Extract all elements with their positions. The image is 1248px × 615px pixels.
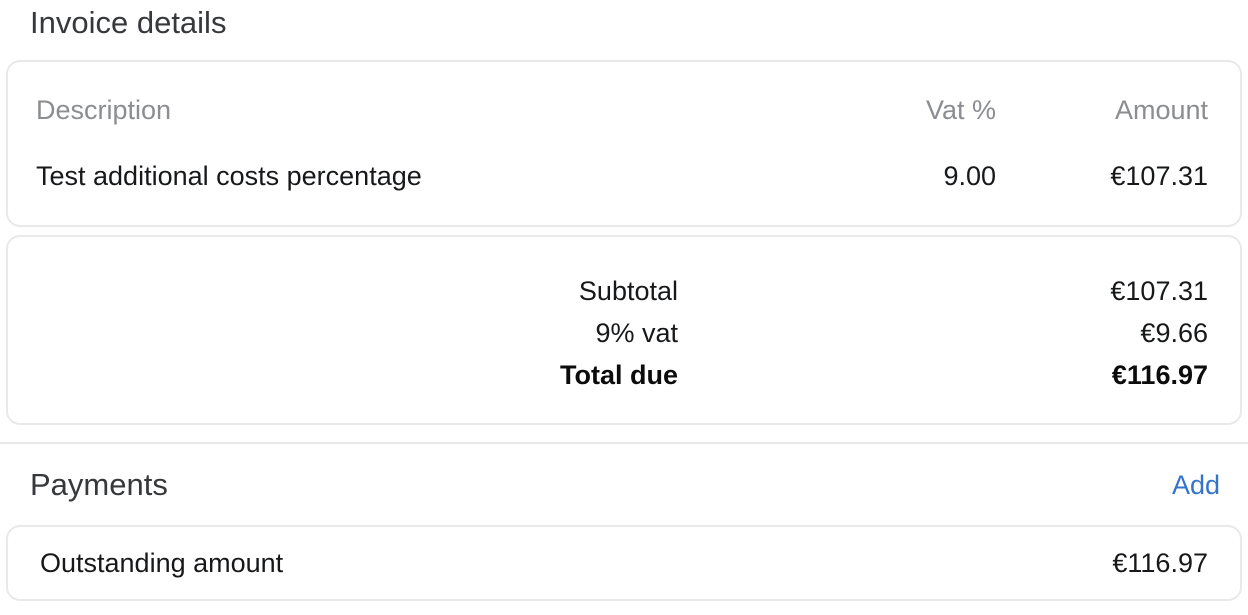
column-header-amount: Amount: [1114, 95, 1208, 125]
line-item-vat: 9.00: [943, 161, 996, 191]
vat-label: 9% vat: [595, 318, 678, 348]
outstanding-amount-label: Outstanding amount: [40, 548, 284, 578]
line-item-row: Test additional costs percentage 9.00 €1…: [36, 162, 1208, 190]
payments-header: Payments Add: [0, 452, 1248, 503]
total-due-label: Total due: [560, 360, 678, 390]
payments-title: Payments: [30, 467, 168, 502]
subtotal-label: Subtotal: [578, 276, 678, 306]
line-items-header-row: Description Vat % Amount: [36, 96, 1208, 124]
line-item-amount: €107.31: [1110, 161, 1208, 191]
add-payment-link[interactable]: Add: [1171, 470, 1220, 500]
column-header-vat: Vat %: [925, 95, 996, 125]
column-header-description: Description: [36, 95, 172, 125]
subtotal-value: €107.31: [1110, 276, 1208, 306]
vat-row: 9% vat €9.66: [36, 312, 1208, 354]
outstanding-amount-value: €116.97: [1112, 548, 1208, 578]
line-item-description: Test additional costs percentage: [36, 161, 422, 191]
invoice-totals-card: Subtotal €107.31 9% vat €9.66 Total due …: [6, 235, 1242, 425]
invoice-line-items-card: Description Vat % Amount Test additional…: [6, 60, 1242, 227]
total-due-value: €116.97: [1111, 360, 1208, 390]
invoice-details-title: Invoice details: [30, 5, 227, 40]
vat-value: €9.66: [1140, 318, 1208, 348]
subtotal-row: Subtotal €107.31: [36, 270, 1208, 312]
total-due-row: Total due €116.97: [36, 354, 1208, 396]
outstanding-amount-card: Outstanding amount €116.97: [6, 525, 1242, 601]
payments-section-divider: [0, 442, 1248, 444]
